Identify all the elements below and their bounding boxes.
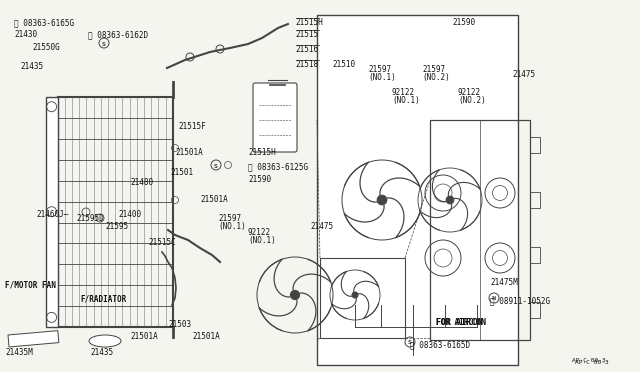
Text: 21515F: 21515F	[178, 122, 205, 131]
Text: (NO.1): (NO.1)	[392, 96, 420, 105]
Circle shape	[353, 294, 356, 296]
Bar	[317, 15, 518, 365]
Text: 21501A: 21501A	[175, 148, 203, 157]
Text: AP·C 00·3: AP·C 00·3	[575, 360, 609, 365]
Text: 92122: 92122	[458, 88, 481, 97]
Text: 21550G: 21550G	[32, 43, 60, 52]
Text: 21503: 21503	[168, 320, 191, 329]
Text: 21515: 21515	[295, 30, 318, 39]
Text: S: S	[214, 164, 218, 169]
Text: 21475M: 21475M	[490, 278, 518, 287]
Bar	[430, 120, 530, 340]
Circle shape	[292, 293, 297, 297]
Text: 21515C: 21515C	[148, 238, 176, 247]
Circle shape	[380, 198, 385, 202]
Text: 21515H: 21515H	[295, 18, 323, 27]
Text: FOR AIRCON: FOR AIRCON	[436, 318, 483, 327]
Text: 21518: 21518	[295, 60, 318, 69]
Text: AP·C 00·3: AP·C 00·3	[572, 358, 605, 363]
Text: 21501A: 21501A	[130, 332, 157, 341]
Text: 21475: 21475	[512, 70, 535, 79]
Text: (NO.1): (NO.1)	[368, 73, 396, 82]
Text: 21435M: 21435M	[5, 348, 33, 357]
Text: Ⓢ 08363-6165D: Ⓢ 08363-6165D	[410, 340, 470, 349]
Text: 21510: 21510	[332, 60, 355, 69]
Text: 21516: 21516	[295, 45, 318, 54]
Text: Ⓢ 08363-6162D: Ⓢ 08363-6162D	[88, 30, 148, 39]
Text: 21597: 21597	[368, 65, 391, 74]
Text: S: S	[408, 340, 412, 346]
Text: (NO.2): (NO.2)	[422, 73, 450, 82]
Circle shape	[352, 292, 358, 298]
Text: S: S	[102, 42, 106, 46]
Text: 21475: 21475	[310, 222, 333, 231]
Text: (NO.1): (NO.1)	[248, 236, 276, 245]
Ellipse shape	[89, 335, 121, 347]
Text: 92122: 92122	[248, 228, 271, 237]
Text: 21595D: 21595D	[76, 214, 104, 223]
Bar	[320, 258, 405, 338]
Text: 21501: 21501	[170, 168, 193, 177]
Text: (NO.2): (NO.2)	[458, 96, 486, 105]
Text: N: N	[492, 296, 496, 301]
Text: 21435: 21435	[90, 348, 113, 357]
Text: 21435: 21435	[20, 62, 43, 71]
FancyBboxPatch shape	[253, 83, 297, 152]
Bar	[8, 331, 59, 347]
Text: 92122: 92122	[392, 88, 415, 97]
Text: Ⓢ 08911-1052G: Ⓢ 08911-1052G	[490, 296, 550, 305]
Text: 21590: 21590	[452, 18, 475, 27]
Text: 21501A: 21501A	[192, 332, 220, 341]
Text: 21590: 21590	[248, 175, 271, 184]
Bar	[45, 97, 58, 327]
Text: 21515H: 21515H	[248, 148, 276, 157]
Text: F/RADIATOR: F/RADIATOR	[80, 295, 126, 304]
Text: F/MOTOR FAN: F/MOTOR FAN	[5, 280, 56, 289]
Circle shape	[377, 195, 387, 205]
Circle shape	[291, 291, 300, 299]
Text: Ⓢ 08363-6165G: Ⓢ 08363-6165G	[14, 18, 74, 27]
Text: 21430: 21430	[14, 30, 37, 39]
Text: 21595: 21595	[105, 222, 128, 231]
Text: 21597: 21597	[218, 214, 241, 223]
Text: 21480: 21480	[130, 178, 153, 187]
Text: 21400: 21400	[118, 210, 141, 219]
Text: Ⓢ 08363-6125G: Ⓢ 08363-6125G	[248, 162, 308, 171]
Text: 21501A: 21501A	[200, 195, 228, 204]
Circle shape	[446, 196, 454, 204]
Text: 21460J—: 21460J—	[36, 210, 68, 219]
Text: (NO.1): (NO.1)	[218, 222, 246, 231]
Text: FOR AIRCON: FOR AIRCON	[436, 318, 486, 327]
Circle shape	[448, 198, 452, 202]
Text: 21597: 21597	[422, 65, 445, 74]
